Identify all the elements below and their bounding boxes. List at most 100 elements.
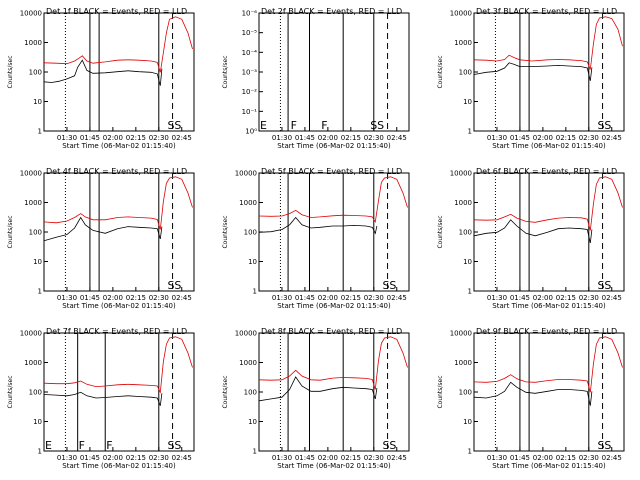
flag-label: SS	[382, 439, 396, 452]
series-line-lld	[258, 176, 408, 224]
x-tick-label: 02:00	[103, 294, 123, 302]
y-axis-label: Counts/sec	[222, 215, 229, 248]
plot-frame	[258, 172, 410, 292]
y-tick-label: 1000	[24, 39, 42, 47]
y-axis-label: Counts/sec	[437, 55, 444, 88]
x-tick-label: 01:30	[57, 134, 77, 142]
y-axis-label: Counts/sec	[437, 215, 444, 248]
y-tick-label: 1	[253, 288, 257, 296]
y-tick-label: 100	[244, 229, 257, 237]
detector-panel: Det 1f BLACK = Events, RED = LLD SS 1 10 100…	[7, 7, 195, 150]
x-tick-label: 02:15	[556, 134, 576, 142]
y-tick-label: 100	[29, 69, 42, 77]
series-line-lld	[473, 336, 623, 393]
x-axis-label: Start Time (06-Mar-02 01:15:40)	[277, 142, 391, 150]
x-tick-label: 02:00	[103, 134, 123, 142]
y-axis-label: Counts/sec	[222, 55, 229, 88]
y-tick-label: 1	[468, 288, 472, 296]
y-tick-label: 10⁻²	[242, 88, 258, 96]
y-tick-label: 10000	[235, 170, 257, 178]
y-tick-label: 10	[463, 418, 472, 426]
plot-frame	[473, 332, 625, 452]
flag-label: SS	[167, 439, 181, 452]
y-tick-label: 1	[253, 448, 257, 456]
x-tick-label: 02:45	[172, 454, 192, 462]
flag-label: F	[321, 119, 327, 132]
x-axis-label: Start Time (06-Mar-02 01:15:40)	[277, 302, 391, 310]
y-tick-label: 1	[38, 288, 42, 296]
x-tick-label: 02:30	[364, 454, 384, 462]
x-tick-label: 02:45	[387, 454, 407, 462]
y-axis-label: Counts/sec	[7, 215, 14, 248]
x-tick-label: 02:30	[149, 294, 169, 302]
plot-frame	[473, 12, 625, 132]
y-tick-label: 1000	[239, 359, 257, 367]
x-tick-label: 02:30	[364, 294, 384, 302]
series-line-events	[43, 59, 163, 86]
series-line-events	[473, 62, 593, 81]
x-tick-label: 02:00	[533, 134, 553, 142]
x-tick-label: 02:15	[126, 294, 146, 302]
y-tick-label: 10000	[450, 170, 472, 178]
plot-frame	[258, 12, 410, 132]
y-tick-label: 10000	[450, 330, 472, 338]
y-axis-label: Counts/sec	[222, 375, 229, 408]
series-line-lld	[43, 16, 193, 73]
plot-frame	[43, 12, 195, 132]
y-tick-label: 1000	[24, 359, 42, 367]
x-tick-label: 01:45	[295, 294, 315, 302]
x-tick-label: 01:30	[487, 294, 507, 302]
panel-title: Det 3f BLACK = Events, RED = LLD	[476, 7, 617, 16]
x-tick-label: 02:15	[341, 294, 361, 302]
x-tick-label: 02:30	[149, 134, 169, 142]
y-tick-label: 10	[33, 418, 42, 426]
panel-title: Det 4f BLACK = Events, RED = LLD	[46, 167, 187, 176]
x-tick-label: 02:15	[126, 454, 146, 462]
flag-label: E	[260, 119, 267, 132]
x-tick-label: 02:30	[579, 134, 599, 142]
x-tick-label: 01:30	[57, 454, 77, 462]
series-line-lld	[473, 176, 623, 231]
plot-frame	[258, 332, 410, 452]
x-tick-label: 01:30	[57, 294, 77, 302]
y-tick-label: 10	[33, 98, 42, 106]
plot-frame	[43, 332, 195, 452]
y-tick-label: 10	[248, 418, 257, 426]
x-tick-label: 02:00	[318, 454, 338, 462]
x-tick-label: 01:45	[510, 294, 530, 302]
y-tick-label: 1	[38, 448, 42, 456]
x-axis-label: Start Time (06-Mar-02 01:15:40)	[62, 142, 176, 150]
x-axis-label: Start Time (06-Mar-02 01:15:40)	[62, 462, 176, 470]
y-tick-label: 10⁻¹	[242, 108, 258, 116]
y-tick-label: 1000	[239, 199, 257, 207]
series-line-lld	[473, 16, 623, 70]
x-tick-label: 02:30	[579, 454, 599, 462]
series-line-events	[43, 391, 163, 406]
y-tick-label: 1	[468, 128, 472, 136]
x-tick-label: 01:30	[272, 454, 292, 462]
x-tick-label: 02:15	[341, 454, 361, 462]
y-tick-label: 10000	[20, 170, 42, 178]
x-tick-label: 02:30	[579, 294, 599, 302]
y-tick-label: 10	[463, 98, 472, 106]
detector-panel: Det 3f BLACK = Events, RED = LLD SS 1 10 100…	[437, 7, 625, 150]
x-tick-label: 02:15	[126, 134, 146, 142]
x-tick-label: 02:45	[172, 134, 192, 142]
y-tick-label: 10⁻⁴	[242, 49, 258, 57]
detector-panel: Det 4f BLACK = Events, RED = LLD SS 1 10 100…	[7, 167, 195, 310]
x-tick-label: 01:30	[487, 454, 507, 462]
y-tick-label: 1000	[454, 39, 472, 47]
flag-label: F	[291, 119, 297, 132]
y-tick-label: 10000	[450, 10, 472, 18]
x-tick-label: 02:00	[318, 134, 338, 142]
flag-label: SS	[382, 279, 396, 292]
y-axis-label: Counts/sec	[7, 55, 14, 88]
y-tick-label: 100	[244, 389, 257, 397]
x-tick-label: 02:45	[602, 294, 622, 302]
y-tick-label: 100	[459, 69, 472, 77]
y-tick-label: 100	[29, 229, 42, 237]
x-tick-label: 02:15	[341, 134, 361, 142]
y-tick-label: 100	[459, 229, 472, 237]
x-axis-label: Start Time (06-Mar-02 01:15:40)	[492, 302, 606, 310]
y-axis-label: Counts/sec	[7, 375, 14, 408]
